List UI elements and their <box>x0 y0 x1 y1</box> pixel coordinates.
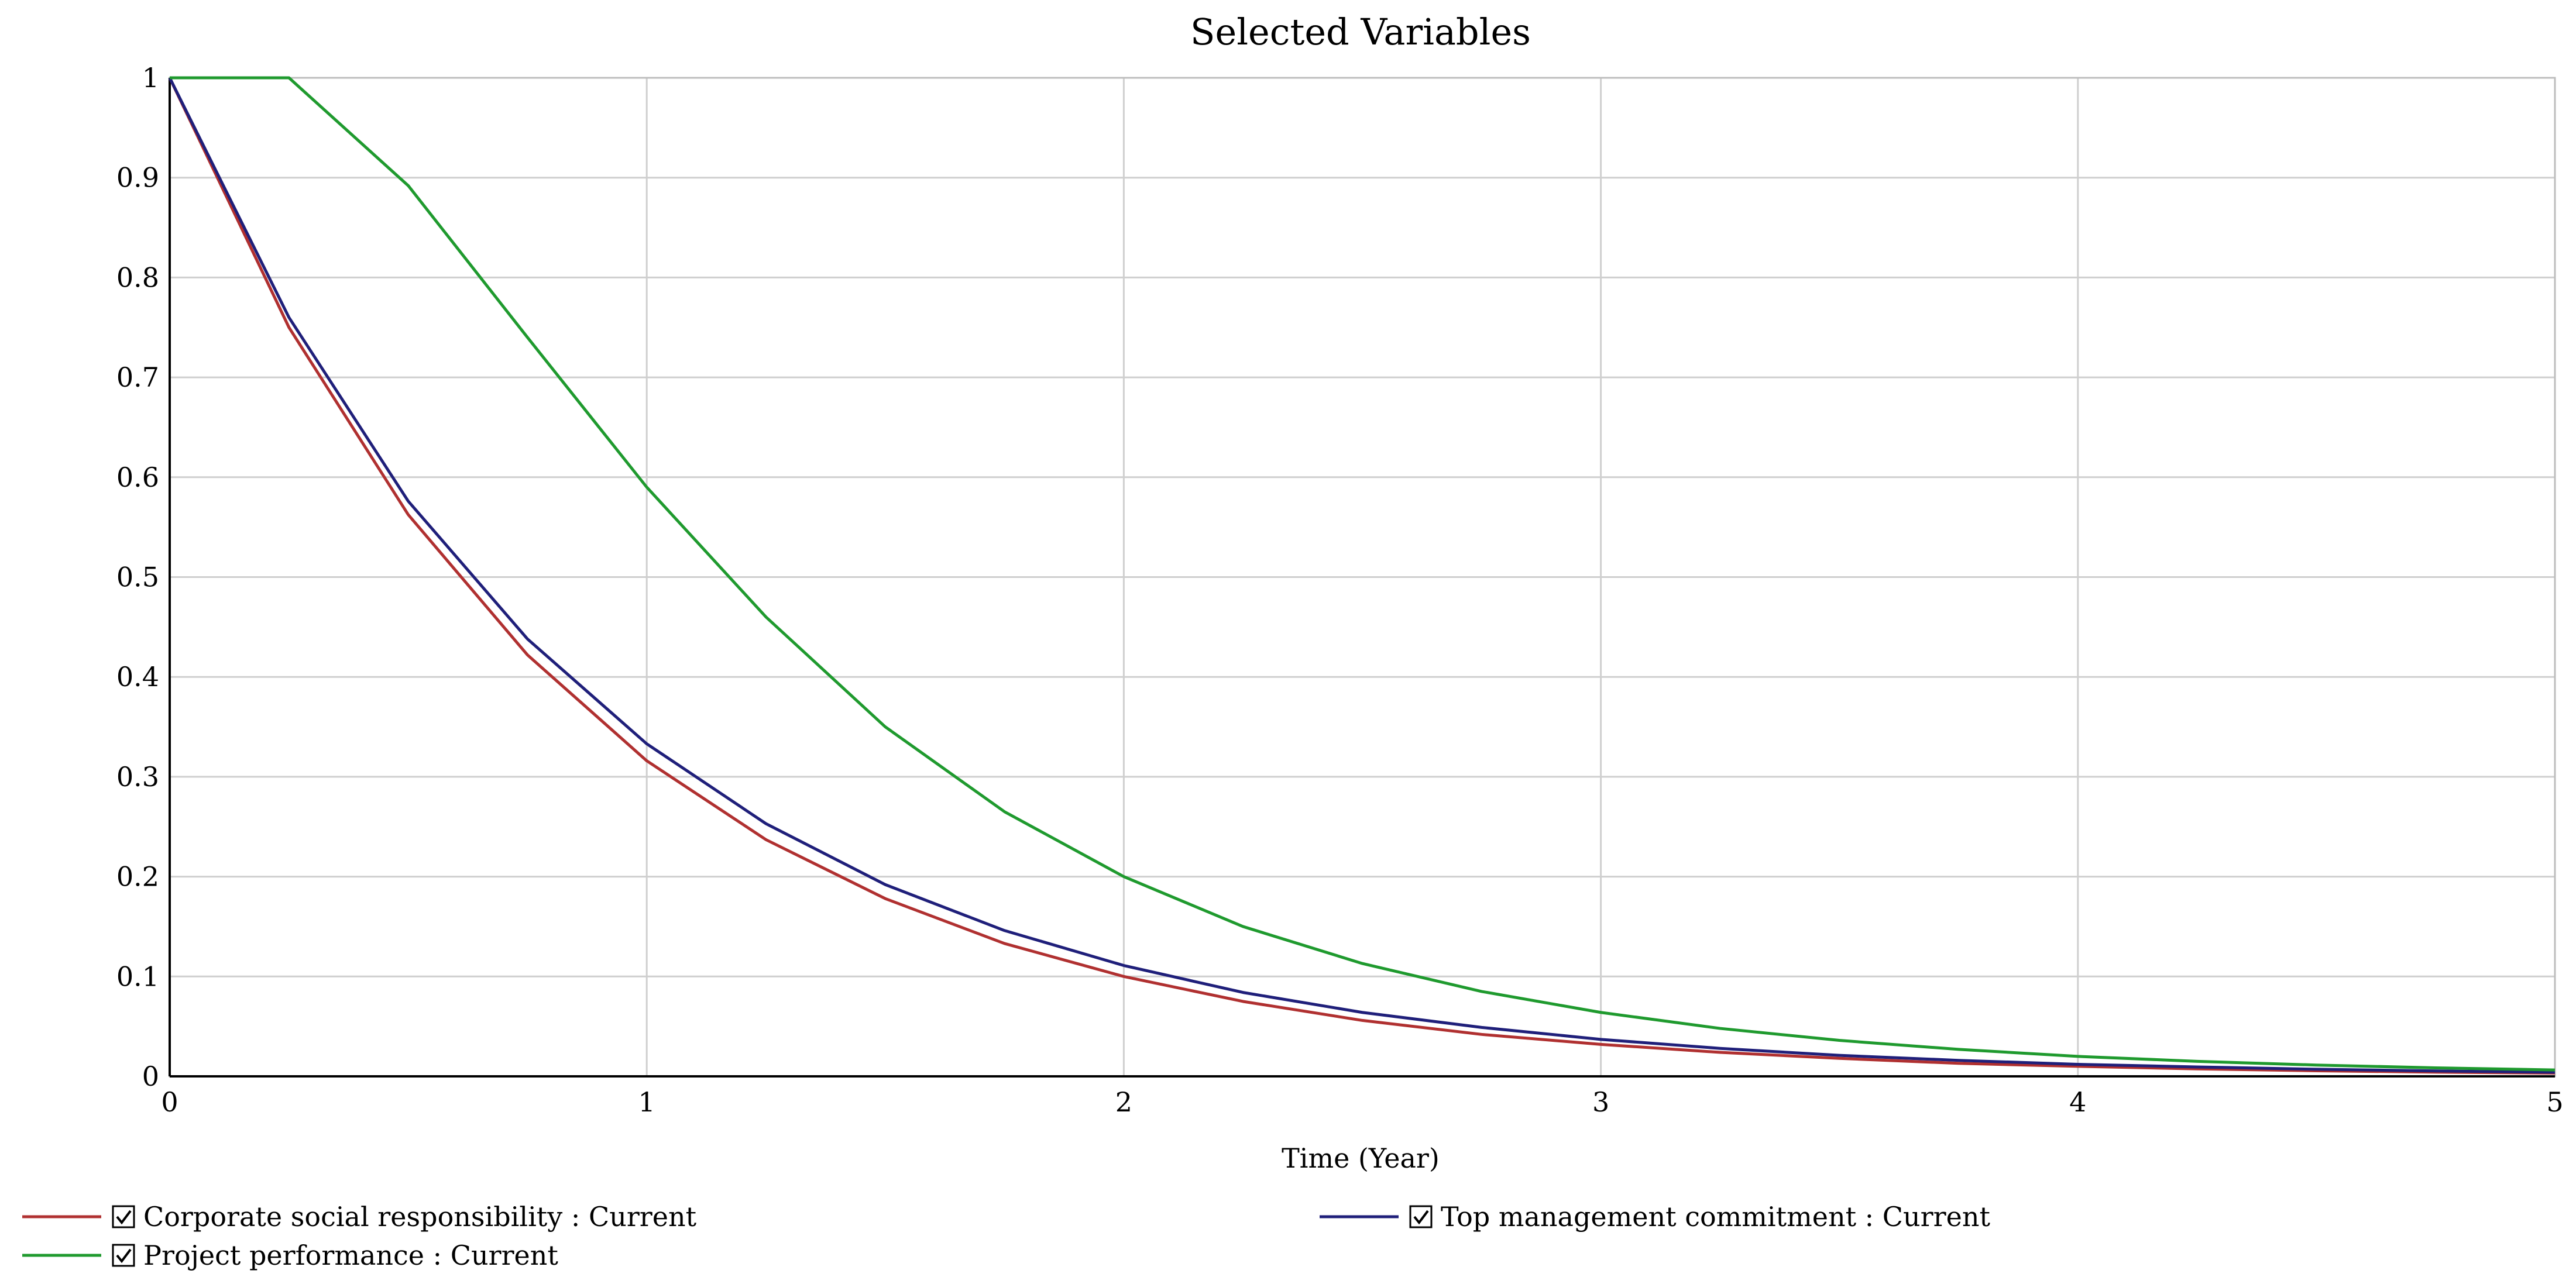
x-tick-label: 4 <box>2069 1086 2086 1118</box>
legend-item-corporate-social-responsibility: Corporate social responsibility : Curren… <box>22 1201 697 1233</box>
y-tick-label: 0.1 <box>116 961 159 992</box>
x-tick-label: 0 <box>161 1086 178 1118</box>
legend-checkbox[interactable] <box>1409 1205 1433 1228</box>
y-tick-label: 0.6 <box>116 462 159 493</box>
x-axis-title: Time (Year) <box>1282 1142 1440 1174</box>
x-tick-label: 5 <box>2546 1086 2563 1118</box>
y-tick-label: 0.8 <box>116 261 159 293</box>
check-icon <box>116 1210 132 1225</box>
series-line-top-management-commitment <box>168 77 2556 1074</box>
y-tick-label: 0.9 <box>116 162 159 194</box>
legend-item-top-management-commitment: Top management commitment : Current <box>1320 1201 1990 1233</box>
series-lines <box>168 76 2556 1075</box>
legend-checkbox[interactable] <box>112 1205 135 1228</box>
legend-label: Project performance : Current <box>143 1240 558 1271</box>
check-icon <box>1413 1210 1429 1225</box>
check-icon <box>116 1248 132 1264</box>
y-tick-label: 0 <box>142 1061 159 1092</box>
grid <box>169 77 2556 1078</box>
legend-label: Top management commitment : Current <box>1441 1201 1990 1233</box>
legend-item-project-performance: Project performance : Current <box>22 1240 558 1271</box>
legend: Corporate social responsibility : Curren… <box>22 1201 1990 1271</box>
x-tick-label: 3 <box>1592 1086 1609 1118</box>
y-tick-label: 0.5 <box>116 562 159 593</box>
legend-label: Corporate social responsibility : Curren… <box>143 1201 697 1233</box>
y-tick-label: 0.7 <box>116 362 159 393</box>
y-tick-label: 1 <box>142 62 159 94</box>
chart-title: Selected Variables <box>1190 11 1531 53</box>
series-line-project-performance <box>170 76 2556 1072</box>
x-tick-label: 1 <box>638 1086 655 1118</box>
y-tick-label: 0.2 <box>116 861 159 893</box>
series-line-corporate-social-responsibility <box>168 77 2556 1075</box>
legend-checkbox[interactable] <box>112 1244 135 1267</box>
x-tick-label: 2 <box>1115 1086 1132 1118</box>
y-tick-label: 0.4 <box>116 661 159 693</box>
axes: 0 1 2 3 4 5 0 0.1 0.2 0.3 0.4 0.5 0.6 0.7 0.8 0.9 1 <box>116 62 2564 1118</box>
y-tick-label: 0.3 <box>116 761 159 793</box>
